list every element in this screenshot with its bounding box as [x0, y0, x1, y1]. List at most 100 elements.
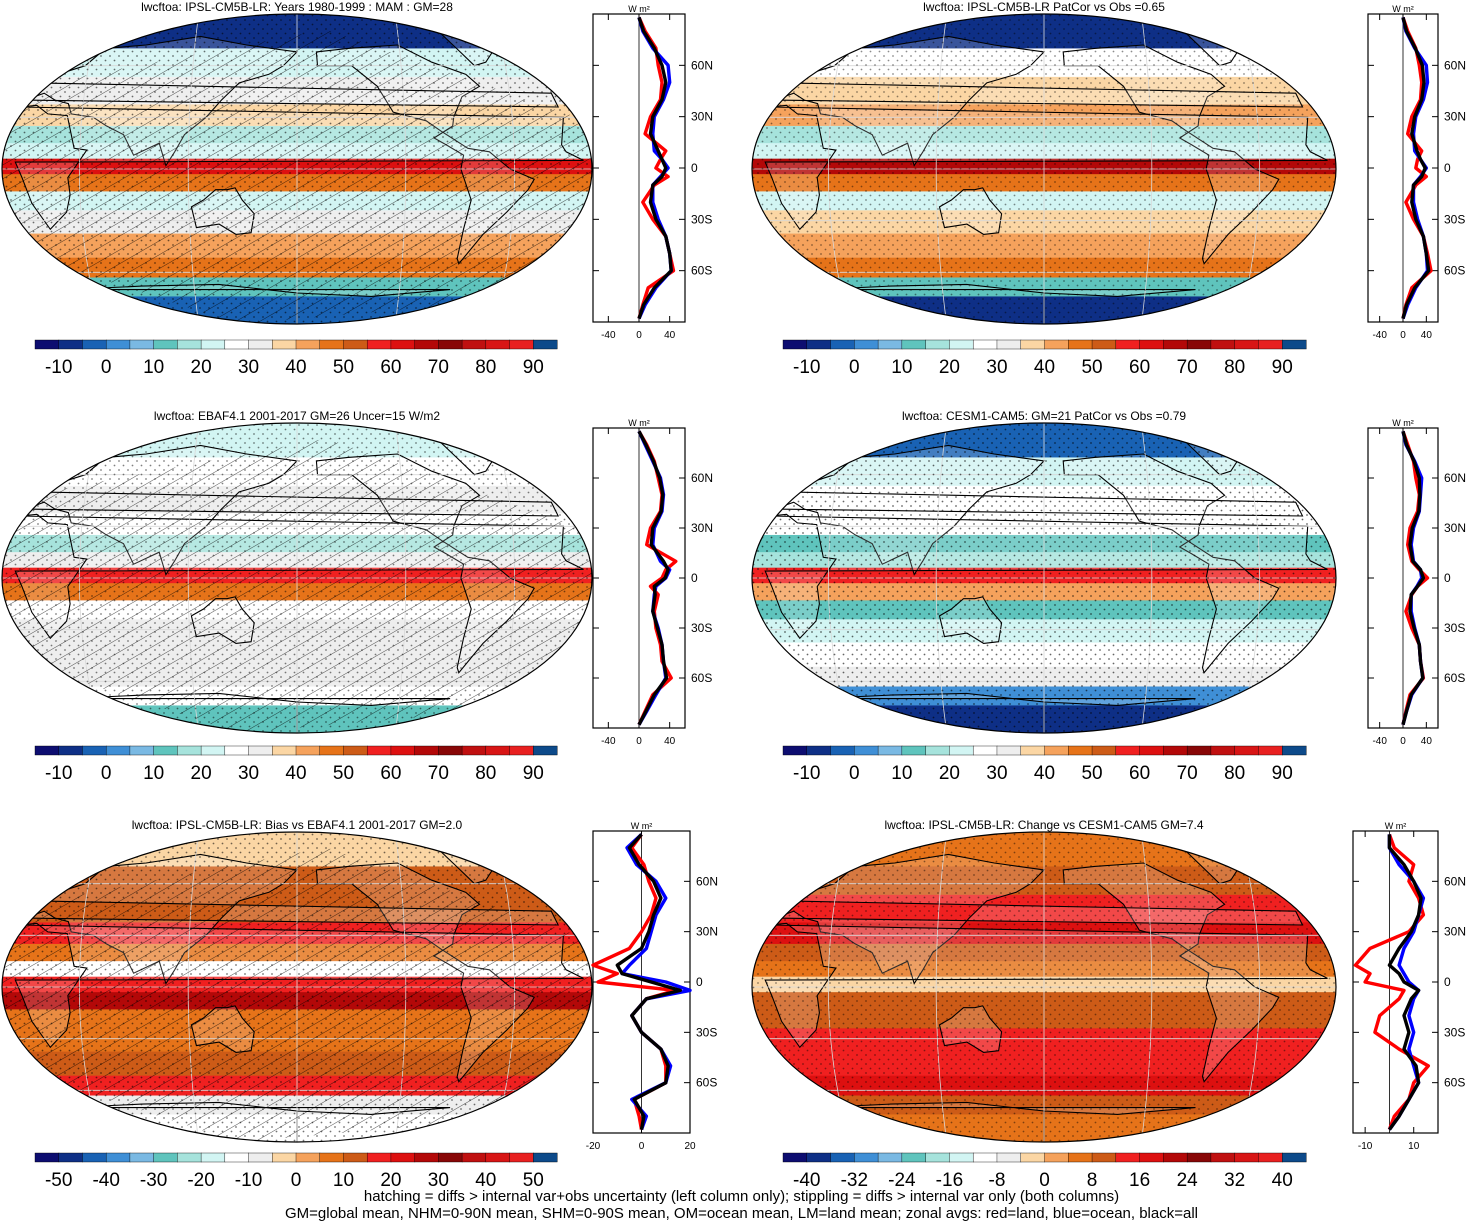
colorbar-tick-label: 70	[1177, 357, 1198, 378]
panel-title: lwcftoa: IPSL-CM5B-LR PatCor vs Obs =0.6…	[923, 0, 1165, 14]
profile-unit: W m²	[628, 4, 650, 14]
colorbar-tick-label: 70	[1177, 763, 1198, 784]
colorbar-tick-label: 40	[285, 357, 306, 378]
colorbar-tick-label: 60	[380, 763, 401, 784]
colorbar-swatch	[782, 745, 808, 756]
profile-ytick-label: 30N	[696, 925, 718, 939]
profile-ytick-label: 0	[1444, 571, 1451, 585]
map-field	[752, 14, 1336, 324]
colorbar-tick-label: -8	[989, 1170, 1006, 1191]
colorbar-swatch	[1091, 1152, 1117, 1163]
colorbar-swatch	[177, 339, 202, 350]
colorbar-tick-label: 40	[1034, 357, 1055, 378]
colorbar-swatch	[509, 1152, 534, 1163]
colorbar-tick-label: 50	[333, 357, 354, 378]
colorbar-swatch	[82, 339, 107, 350]
colorbar-swatch	[1068, 1152, 1093, 1163]
colorbar-tick-label: 0	[101, 763, 112, 784]
colorbar-swatch	[105, 339, 131, 350]
colorbar-swatch	[1210, 745, 1236, 756]
colorbar-swatch	[1115, 1152, 1141, 1163]
colorbar-swatch	[1258, 745, 1283, 756]
colorbar-swatch	[806, 1152, 832, 1163]
map-outline	[1, 422, 593, 734]
colorbar-tick-label: -30	[140, 1170, 167, 1191]
colorbar-swatch	[1282, 745, 1307, 756]
colorbar-swatch	[366, 1152, 392, 1163]
colorbar-swatch	[806, 745, 832, 756]
profile-line-land	[1401, 16, 1433, 319]
colorbar-swatch	[34, 1152, 60, 1163]
colorbar-swatch	[153, 1152, 178, 1163]
map-outline	[1, 831, 593, 1143]
profile-line-all	[1401, 16, 1431, 320]
colorbar-tick-label: -40	[793, 1170, 820, 1191]
colorbar-swatch	[414, 339, 439, 350]
panel-3: lwcftoa: EBAF4.1 2001-2017 GM=26 Uncer=1…	[1, 409, 713, 784]
profile-xtick-label: -40	[601, 736, 616, 747]
zonal-profile: W m² 60N 30N 0 30S 60S -40 0 40	[592, 418, 713, 747]
colorbar-swatch	[319, 339, 344, 350]
profile-ytick-label: 30S	[1444, 1025, 1465, 1039]
colorbar-swatch	[1186, 1152, 1212, 1163]
colorbar-swatch	[509, 339, 534, 350]
colorbar: -40 -32 -24 -16 -8 0 8 16 24 32 40	[782, 1152, 1307, 1191]
colorbar-tick-label: 10	[891, 357, 912, 378]
colorbar-swatch	[854, 339, 879, 350]
colorbar-tick-label: 30	[986, 357, 1007, 378]
colorbar-swatch	[1282, 1152, 1307, 1163]
profile-xtick-label: 40	[664, 736, 676, 747]
colorbar-swatch	[414, 1152, 439, 1163]
profile-ytick-label: 60S	[691, 264, 712, 278]
colorbar-swatch	[366, 745, 392, 756]
profile-unit: W m²	[1392, 4, 1414, 14]
colorbar-tick-label: -10	[45, 763, 72, 784]
profile-line-all	[1387, 834, 1423, 1131]
colorbar-swatch	[1020, 339, 1046, 350]
profile-xtick-label: 0	[636, 330, 642, 341]
colorbar-swatch	[830, 1152, 855, 1163]
colorbar-swatch	[925, 1152, 950, 1163]
colorbar-tick-label: -16	[936, 1170, 963, 1191]
colorbar-tick-label: 16	[1129, 1170, 1150, 1191]
colorbar-tick-label: 20	[191, 357, 212, 378]
map-field	[2, 423, 592, 733]
profile-xtick-label: 40	[1421, 736, 1433, 747]
stippling	[752, 832, 1336, 1142]
colorbar-tick-label: 0	[101, 357, 112, 378]
panel-1: lwcftoa: IPSL-CM5B-LR: Years 1980-1999 :…	[1, 0, 713, 378]
profile-xtick-label: 0	[1400, 330, 1406, 341]
colorbar-swatch	[1044, 339, 1069, 350]
hatching	[2, 438, 592, 733]
profile-unit: W m²	[631, 821, 653, 831]
colorbar-tick-label: -10	[793, 357, 820, 378]
profile-unit: W m²	[1392, 418, 1414, 428]
colorbar-swatch	[319, 1152, 344, 1163]
colorbar-swatch	[1258, 1152, 1283, 1163]
colorbar: -10 0 10 20 30 40 50 60 70 80 90	[34, 745, 558, 784]
profile-line-all	[615, 833, 682, 1130]
colorbar-tick-label: 60	[1129, 357, 1150, 378]
profile-xtick-label: 0	[1400, 736, 1406, 747]
colorbar-swatch	[854, 745, 879, 756]
colorbar: -10 0 10 20 30 40 50 60 70 80 90	[34, 339, 558, 378]
colorbar-swatch	[272, 1152, 297, 1163]
colorbar-swatch	[248, 745, 273, 756]
profile-ytick-label: 60N	[1444, 874, 1466, 888]
profile-unit: W m²	[628, 418, 650, 428]
colorbar-swatch	[272, 745, 297, 756]
colorbar-swatch	[509, 745, 534, 756]
profile-xtick-label: -40	[1372, 736, 1387, 747]
colorbar-swatch	[438, 339, 463, 350]
profile-ytick-label: 60S	[1444, 671, 1465, 685]
colorbar-tick-label: 50	[1081, 357, 1102, 378]
colorbar-swatch	[1234, 745, 1259, 756]
profile-ytick-label: 0	[696, 975, 703, 989]
colorbar-swatch	[343, 745, 368, 756]
colorbar-swatch	[972, 1152, 998, 1163]
colorbar-swatch	[1186, 339, 1212, 350]
colorbar-tick-label: 50	[1081, 763, 1102, 784]
colorbar-swatch	[1044, 1152, 1069, 1163]
profile-ytick-label: 60S	[691, 671, 712, 685]
